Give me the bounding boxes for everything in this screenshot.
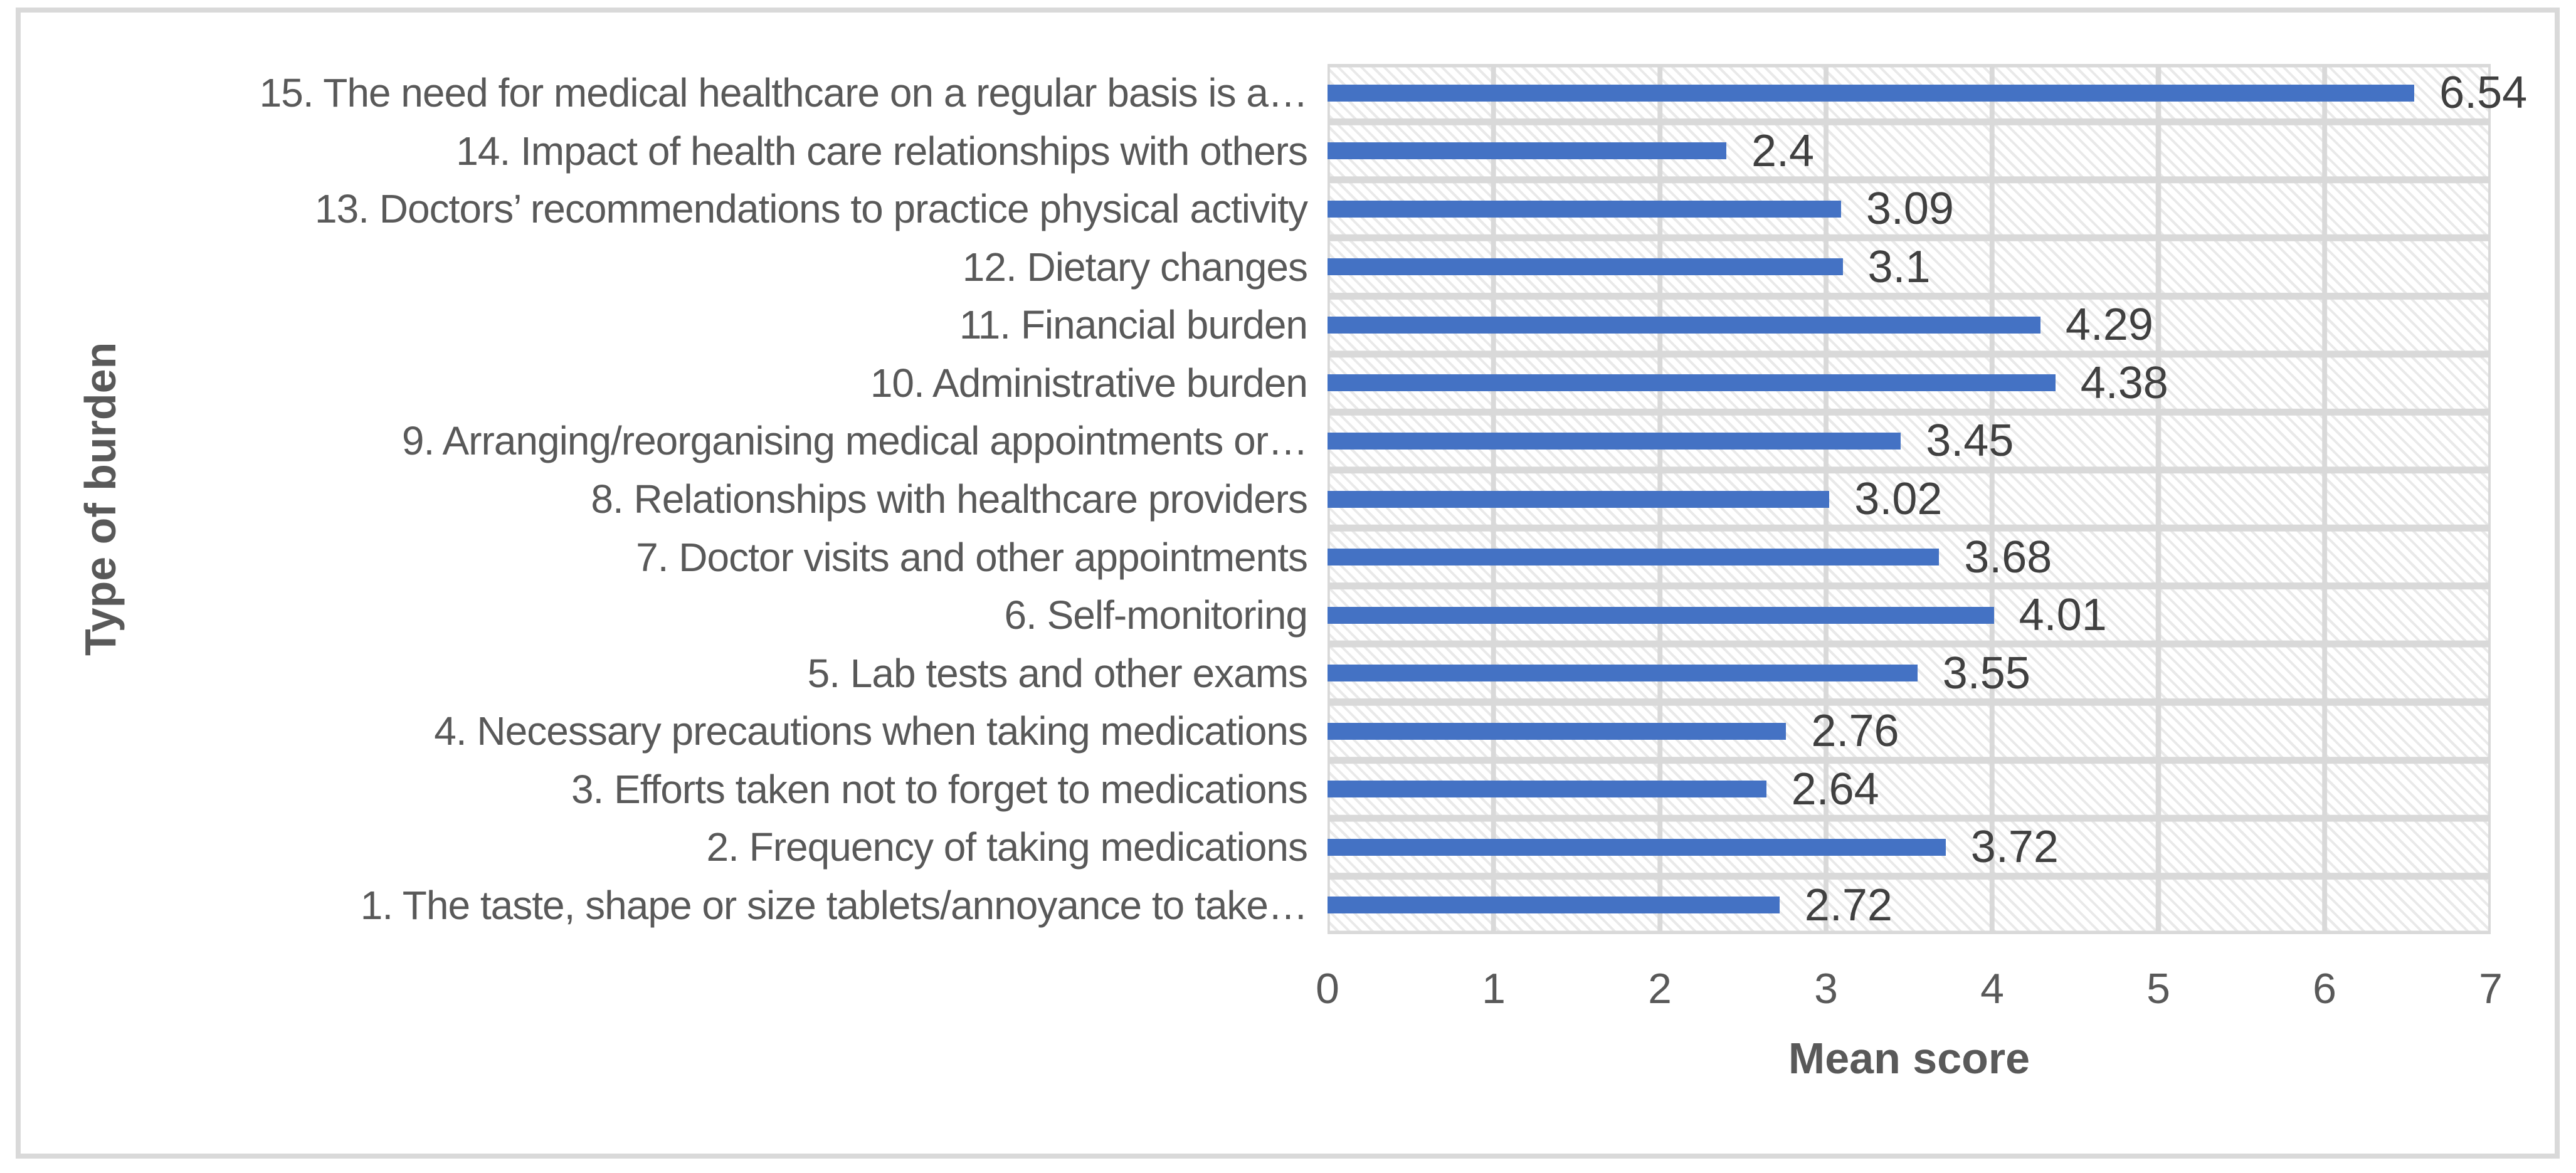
- category-label: 11. Financial burden: [959, 302, 1308, 348]
- category-label: 14. Impact of health care relationships …: [456, 128, 1308, 174]
- category-label: 12. Dietary changes: [962, 244, 1308, 290]
- category-label: 13. Doctors’ recommendations to practice…: [315, 186, 1308, 232]
- bar: [1328, 606, 1994, 624]
- category-label: 2. Frequency of taking medications: [706, 824, 1308, 870]
- bar: [1328, 722, 1787, 740]
- x-tick-label: 6: [2313, 965, 2336, 1013]
- value-label: 2.4: [1751, 125, 1815, 176]
- x-axis-title: Mean score: [1788, 1034, 2030, 1083]
- category-label: 4. Necessary precautions when taking med…: [434, 708, 1308, 754]
- category-label: 7. Doctor visits and other appointments: [636, 534, 1308, 580]
- value-label: 3.45: [1926, 416, 2014, 466]
- bar: [1328, 897, 1780, 914]
- category-label: 5. Lab tests and other exams: [807, 650, 1308, 696]
- value-label: 3.55: [1942, 648, 2030, 698]
- value-label: 3.72: [1970, 822, 2059, 873]
- value-label: 4.01: [2019, 590, 2107, 641]
- bar: [1328, 316, 2040, 334]
- bar: [1328, 258, 1843, 276]
- value-label: 3.1: [1867, 241, 1931, 292]
- value-label: 2.72: [1804, 880, 1892, 930]
- value-label: 3.09: [1866, 184, 1954, 234]
- bar: [1328, 490, 1830, 508]
- category-label: 8. Relationships with healthcare provide…: [591, 476, 1308, 522]
- bar: [1328, 432, 1901, 450]
- category-label: 3. Efforts taken not to forget to medica…: [571, 766, 1308, 812]
- x-tick-label: 7: [2479, 965, 2503, 1013]
- category-label: 9. Arranging/reorganising medical appoin…: [401, 418, 1308, 464]
- bar: [1328, 838, 1946, 856]
- bar: [1328, 200, 1841, 218]
- bar: [1328, 781, 1766, 798]
- value-label: 2.64: [1791, 764, 1879, 814]
- value-label: 6.54: [2439, 68, 2528, 118]
- bar: [1328, 374, 2056, 392]
- category-label: 15. The need for medical healthcare on a…: [259, 70, 1308, 116]
- category-label: 6. Self-monitoring: [1004, 592, 1308, 638]
- value-label: 4.38: [2080, 357, 2168, 408]
- bar: [1328, 84, 2415, 102]
- value-label: 4.29: [2065, 300, 2153, 350]
- x-tick-label: 4: [1980, 965, 2004, 1013]
- category-label: 1. The taste, shape or size tablets/anno…: [360, 882, 1308, 928]
- bar: [1328, 142, 1726, 160]
- value-label: 3.68: [1964, 532, 2052, 582]
- value-label: 3.02: [1854, 473, 1943, 524]
- bar: [1328, 549, 1940, 566]
- category-label: 10. Administrative burden: [870, 360, 1308, 406]
- value-label: 2.76: [1811, 706, 1899, 757]
- x-tick-label: 0: [1316, 965, 1339, 1013]
- bar: [1328, 665, 1918, 682]
- x-tick-label: 3: [1814, 965, 1838, 1013]
- x-tick-label: 5: [2146, 965, 2170, 1013]
- x-tick-label: 1: [1482, 965, 1506, 1013]
- x-tick-label: 2: [1648, 965, 1672, 1013]
